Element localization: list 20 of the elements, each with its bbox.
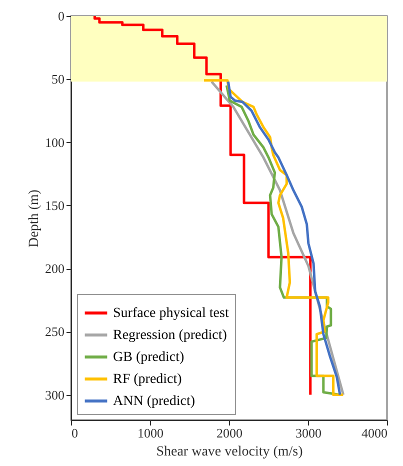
y-axis-title: Depth (m) [27,189,42,248]
y-tick-label: 200 [45,261,64,276]
x-tick-label: 2000 [216,426,242,440]
legend-label: RF (predict) [113,372,182,387]
legend-label: Surface physical test [113,306,229,321]
legend-label: GB (predict) [113,350,184,365]
y-tick-label: 300 [45,387,64,402]
y-tick-label: 0 [58,8,64,24]
x-tick-label: 0 [72,426,78,440]
y-tick-label: 100 [45,134,64,150]
legend-label: Regression (predict) [113,328,228,343]
y-tick-label: 250 [45,324,64,340]
x-tick-label: 3000 [296,426,322,440]
y-tick-label: 150 [45,198,64,213]
line-series [93,14,312,396]
y-tick-label: 50 [52,72,64,87]
x-tick-label: 1000 [138,426,164,440]
x-axis-title: Shear wave velocity (m/s) [156,444,304,460]
legend-label: ANN (predict) [113,394,196,409]
x-tick-label: 4000 [362,426,388,440]
